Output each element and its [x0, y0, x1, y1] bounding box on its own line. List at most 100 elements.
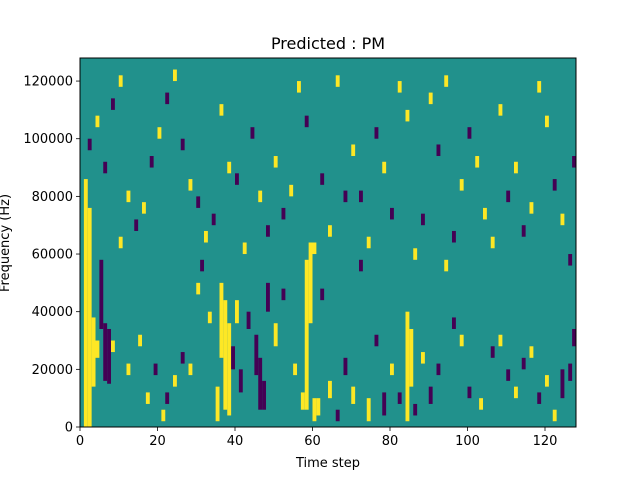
heatmap-cell — [118, 236, 123, 249]
heatmap-cell — [153, 363, 158, 376]
heatmap-cell — [273, 323, 278, 347]
heatmap-cell — [490, 236, 495, 249]
heatmap-cell — [293, 363, 298, 376]
y-tick-label: 120000 — [23, 75, 73, 90]
heatmap-cell — [312, 242, 317, 255]
heatmap-cell — [304, 115, 309, 128]
y-tick-label: 0 — [65, 421, 73, 436]
heatmap-cell — [316, 398, 321, 416]
heatmap-cell — [165, 392, 170, 404]
heatmap-cell — [428, 92, 433, 105]
heatmap-cell — [374, 127, 379, 139]
y-axis-label: Frequency (Hz) — [0, 194, 13, 292]
heatmap-cell — [107, 328, 112, 384]
chart-title: Predicted : PM — [271, 34, 385, 53]
heatmap-cell — [366, 398, 371, 422]
heatmap-cell — [235, 300, 239, 324]
plot-area — [79, 57, 577, 428]
heatmap-cell — [545, 375, 549, 387]
heatmap-cell — [409, 328, 414, 387]
heatmap-cell — [219, 282, 224, 358]
heatmap-cell — [196, 282, 201, 295]
heatmap-cell — [506, 369, 511, 381]
y-tick-label: 20000 — [32, 363, 73, 378]
heatmap-cell — [211, 213, 216, 226]
heatmap-cell — [118, 75, 123, 87]
heatmap-cell — [161, 409, 166, 422]
heatmap-cell — [207, 311, 212, 324]
heatmap-cell — [99, 259, 104, 329]
x-tick-label: 60 — [304, 434, 321, 449]
heatmap-cell — [421, 213, 425, 226]
heatmap-cell — [180, 138, 185, 151]
heatmap-cell — [289, 184, 294, 197]
heatmap-cell — [498, 104, 503, 116]
heatmap-cell — [537, 392, 542, 404]
x-tick-label: 120 — [533, 434, 558, 449]
heatmap-cell — [335, 75, 340, 87]
heatmap-cell — [281, 288, 286, 301]
heatmap-cell — [188, 363, 193, 376]
heatmap-cells — [83, 69, 577, 427]
heatmap-cell — [405, 109, 410, 122]
heatmap-cell — [320, 173, 325, 185]
heatmap-cell — [335, 409, 340, 422]
heatmap-cell — [521, 225, 526, 237]
heatmap-cell — [254, 334, 259, 376]
y-tick-label: 60000 — [32, 248, 73, 263]
heatmap-cell — [506, 190, 511, 203]
x-axis-ticks: 0 20 40 60 80 100 120 — [76, 427, 558, 449]
heatmap-cell — [215, 386, 220, 422]
heatmap-cell — [560, 369, 565, 399]
x-tick-label: 40 — [227, 434, 244, 449]
heatmap-cell — [300, 392, 305, 410]
heatmap-cell — [452, 230, 456, 243]
y-tick-label: 40000 — [32, 305, 73, 320]
heatmap-cell — [235, 173, 239, 185]
heatmap-cell — [397, 81, 402, 93]
x-tick-label: 20 — [149, 434, 166, 449]
heatmap-cell — [351, 386, 356, 404]
heatmap-cell — [262, 380, 267, 410]
heatmap-cell — [157, 127, 162, 139]
x-tick-label: 100 — [455, 434, 480, 449]
y-tick-label: 100000 — [23, 132, 73, 147]
x-axis-label: Time step — [295, 456, 360, 471]
heatmap-cell — [281, 207, 286, 220]
heatmap-cell — [483, 207, 487, 220]
heatmap-cell — [83, 179, 88, 427]
heatmap-cell — [126, 363, 131, 376]
heatmap-cell — [490, 346, 495, 358]
heatmap-cell — [258, 190, 263, 203]
heatmap-cell — [568, 363, 573, 381]
heatmap-cell — [165, 92, 170, 105]
x-tick-label: 0 — [76, 434, 84, 449]
heatmap-cell — [223, 300, 228, 410]
heatmap-cell — [111, 98, 115, 110]
heatmap-cell — [552, 409, 557, 422]
heatmap-cell — [91, 317, 96, 387]
heatmap-cell — [149, 156, 154, 168]
heatmap-cell — [231, 346, 236, 370]
heatmap-cell — [421, 352, 425, 364]
heatmap-cell — [359, 190, 363, 203]
plot-frame — [79, 57, 577, 428]
heatmap-cell — [343, 190, 348, 203]
heatmap-cell — [219, 104, 224, 116]
heatmap-cell — [312, 398, 317, 422]
heatmap-cell — [436, 144, 441, 157]
heatmap-cell — [529, 346, 534, 358]
heatmap-cell — [467, 127, 472, 139]
heatmap-cell — [273, 156, 278, 168]
heatmap-cell — [87, 138, 92, 151]
heatmap-cell — [320, 288, 325, 301]
heatmap-cell — [196, 196, 201, 208]
heatmap-cell — [351, 144, 356, 157]
heatmap-cell — [304, 259, 309, 410]
heatmap-cell — [204, 230, 208, 243]
heatmap-cell — [459, 179, 464, 191]
heatmap-cell — [359, 259, 363, 272]
heatmap-cell — [258, 357, 263, 410]
heatmap-cell — [328, 225, 332, 237]
